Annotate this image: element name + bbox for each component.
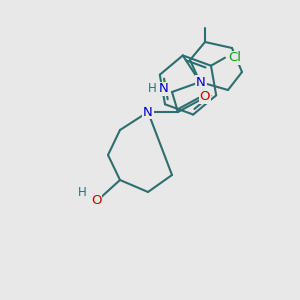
Text: H: H	[148, 82, 156, 95]
Text: N: N	[143, 106, 153, 118]
Text: N: N	[159, 82, 169, 95]
Text: N: N	[196, 76, 206, 88]
Text: H: H	[78, 185, 86, 199]
Text: O: O	[91, 194, 101, 206]
Text: Cl: Cl	[229, 51, 242, 64]
Text: O: O	[200, 91, 210, 103]
